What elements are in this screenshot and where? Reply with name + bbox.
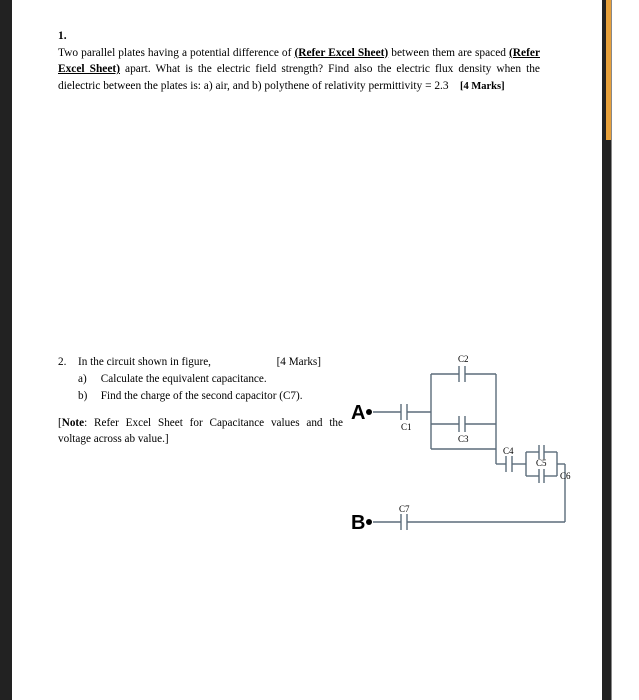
q2-number: 2.	[58, 354, 78, 371]
c7-label: C7	[399, 504, 410, 514]
c1-label: C1	[401, 422, 412, 432]
q2-a-text: Calculate the equivalent capacitance.	[101, 373, 267, 385]
c4-label: C4	[503, 446, 514, 456]
c5-label: C5	[536, 458, 547, 468]
q1-text-1: Two parallel plates having a potential d…	[58, 47, 294, 59]
q2-b-label: b)	[78, 388, 98, 405]
q2-note-body: : Refer Excel Sheet for Capacitance valu…	[58, 417, 343, 446]
c6-label: C6	[560, 471, 571, 481]
page-right-margin	[611, 0, 639, 700]
q2-a-label: a)	[78, 371, 98, 388]
circuit-svg: A B C1 C2 C3 C4 C5 C6 C7	[351, 354, 581, 554]
q2-note: [Note: Refer Excel Sheet for Capacitance…	[58, 415, 343, 449]
q1-marks: [4 Marks]	[460, 81, 505, 92]
node-b-label: B	[351, 512, 365, 534]
q2-line1: In the circuit shown in figure,	[78, 356, 211, 368]
c2-label: C2	[458, 354, 469, 364]
q2-note-prefix: Note	[62, 417, 84, 429]
c3-label: C3	[458, 434, 469, 444]
document-page: 1. Two parallel plates having a potentia…	[12, 0, 602, 700]
q1-number: 1.	[58, 28, 76, 45]
q1-text-2: between them are spaced	[388, 47, 509, 59]
q2-marks: [4 Marks]	[277, 356, 321, 368]
q2-text-block: 2. In the circuit shown in figure, [4 Ma…	[58, 354, 343, 554]
q2-b-text: Find the charge of the second capacitor …	[101, 390, 303, 402]
question-1: 1. Two parallel plates having a potentia…	[58, 28, 560, 94]
q1-ref-1: (Refer Excel Sheet)	[294, 47, 388, 59]
question-2: 2. In the circuit shown in figure, [4 Ma…	[58, 354, 560, 554]
circuit-diagram: A B C1 C2 C3 C4 C5 C6 C7	[351, 354, 581, 554]
q1-body: Two parallel plates having a potential d…	[58, 45, 540, 95]
node-a-label: A	[351, 402, 365, 424]
